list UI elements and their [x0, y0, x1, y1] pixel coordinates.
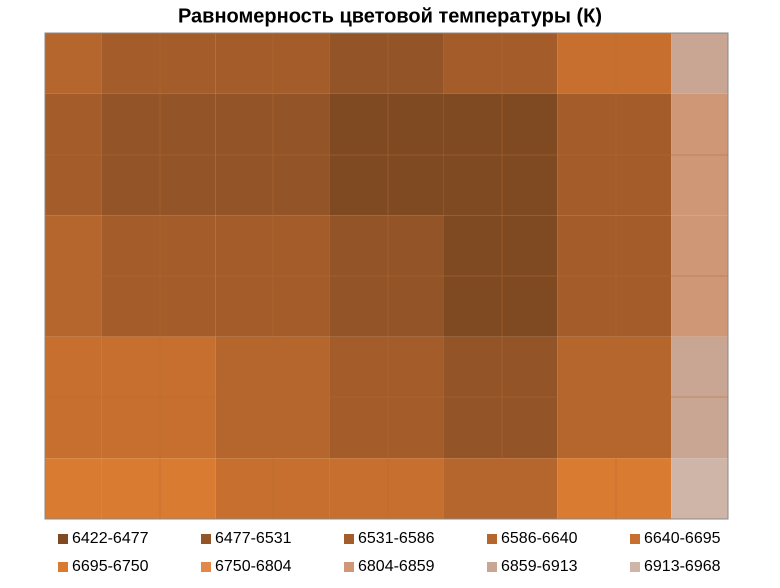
legend-label: 6695-6750: [72, 558, 149, 575]
contour-cell: [101, 336, 216, 459]
contour-cell: [443, 458, 558, 519]
legend-swatch: [630, 534, 640, 544]
legend-label: 6477-6531: [215, 530, 292, 547]
contour-cell: [671, 458, 728, 519]
contour-cell: [557, 93, 672, 216]
contour-cell: [101, 33, 216, 94]
legend-swatch: [630, 562, 640, 572]
legend-label: 6859-6913: [501, 558, 578, 575]
legend-label: 6913-6968: [644, 558, 721, 575]
legend-label: 6586-6640: [501, 530, 578, 547]
legend-label: 6804-6859: [358, 558, 435, 575]
legend-swatch: [344, 534, 354, 544]
contour-cell: [443, 33, 558, 94]
legend-swatch: [58, 534, 68, 544]
legend-swatch: [58, 562, 68, 572]
contour-cell: [329, 336, 444, 459]
contour-cell: [329, 93, 444, 216]
legend-swatch: [344, 562, 354, 572]
contour-cell: [557, 33, 672, 94]
contour-cell: [101, 458, 216, 519]
contour-cell: [443, 336, 558, 459]
legend-swatch: [201, 534, 211, 544]
plot-grid: [45, 33, 728, 519]
legend-label: 6422-6477: [72, 530, 149, 547]
plot-frame: [44, 32, 729, 520]
contour-cell: [45, 458, 102, 519]
legend-label: 6531-6586: [358, 530, 435, 547]
contour-cell: [671, 336, 728, 459]
legend-swatch: [487, 562, 497, 572]
contour-cell: [671, 33, 728, 94]
legend-label: 6750-6804: [215, 558, 292, 575]
legend-swatch: [201, 562, 211, 572]
contour-cell: [329, 458, 444, 519]
contour-cell: [45, 93, 102, 216]
contour-cell: [557, 336, 672, 459]
contour-cell: [45, 336, 102, 459]
contour-cell: [45, 33, 102, 94]
contour-cell: [443, 93, 558, 216]
contour-cell: [671, 93, 728, 216]
legend-label: 6640-6695: [644, 530, 721, 547]
contour-cell: [329, 33, 444, 94]
legend-swatch: [487, 534, 497, 544]
contour-cell: [557, 458, 672, 519]
contour-cell: [101, 93, 216, 216]
chart-title: Равномерность цветовой температуры (К): [178, 5, 602, 27]
